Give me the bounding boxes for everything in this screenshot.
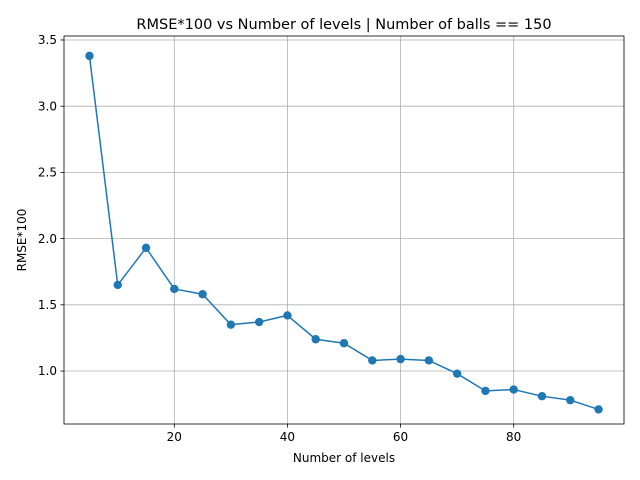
data-point xyxy=(509,385,518,394)
data-point xyxy=(452,369,462,378)
grid-lines xyxy=(64,36,624,424)
x-tick-label: 80 xyxy=(506,430,521,444)
data-point xyxy=(170,284,179,294)
data-point xyxy=(368,356,377,365)
x-axis-ticks: 20 40 60 80 xyxy=(167,424,521,444)
y-tick-label: 1.5 xyxy=(38,298,57,312)
data-series xyxy=(85,51,603,414)
x-tick-label: 60 xyxy=(393,430,408,444)
y-tick-label: 3.0 xyxy=(38,99,57,113)
x-axis-label: Number of levels xyxy=(293,451,395,465)
y-axis-ticks: 1.0 1.5 2.0 2.5 3.0 3.5 xyxy=(38,33,64,378)
data-point xyxy=(537,391,547,401)
plot-frame xyxy=(63,35,625,425)
y-tick-label: 3.5 xyxy=(38,33,57,47)
data-point xyxy=(481,386,490,396)
data-point xyxy=(396,354,405,364)
y-tick-label: 2.5 xyxy=(38,166,57,180)
data-point xyxy=(283,311,292,320)
data-point xyxy=(198,290,207,299)
data-point xyxy=(424,356,434,365)
data-point xyxy=(113,280,122,290)
x-tick-label: 20 xyxy=(167,430,182,444)
data-point xyxy=(339,339,349,348)
data-point xyxy=(594,405,603,414)
data-point xyxy=(85,51,94,61)
y-tick-label: 1.0 xyxy=(38,364,57,378)
data-point xyxy=(226,320,236,329)
data-point xyxy=(254,317,264,327)
data-point xyxy=(566,395,575,405)
y-tick-label: 2.0 xyxy=(38,232,57,246)
data-point xyxy=(311,335,320,344)
data-point xyxy=(141,243,151,253)
y-axis-label: RMSE*100 xyxy=(15,209,29,272)
x-tick-label: 40 xyxy=(280,430,295,444)
chart-title: RMSE*100 vs Number of levels | Number of… xyxy=(136,17,551,33)
